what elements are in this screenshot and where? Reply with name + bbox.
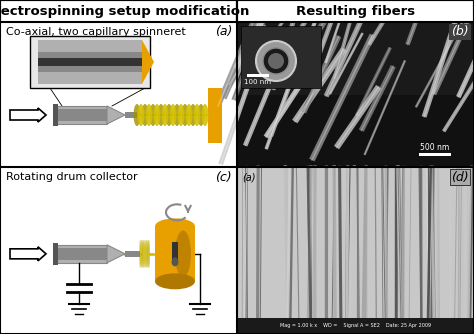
Bar xyxy=(57,248,107,260)
Bar xyxy=(241,26,321,88)
Ellipse shape xyxy=(170,104,176,126)
Bar xyxy=(125,112,137,118)
Text: Resulting fibers: Resulting fibers xyxy=(296,4,415,17)
Text: 100 nm: 100 nm xyxy=(245,79,272,85)
Text: 500 nm: 500 nm xyxy=(420,144,450,153)
Bar xyxy=(53,243,58,265)
Ellipse shape xyxy=(140,240,141,268)
Text: (c): (c) xyxy=(215,170,232,183)
Ellipse shape xyxy=(182,104,189,126)
Bar xyxy=(237,22,474,167)
Bar xyxy=(0,0,237,22)
Ellipse shape xyxy=(143,240,144,268)
Ellipse shape xyxy=(157,104,164,126)
Bar xyxy=(30,36,150,88)
FancyArrow shape xyxy=(10,108,46,122)
Ellipse shape xyxy=(155,273,195,289)
Ellipse shape xyxy=(154,104,161,126)
Bar xyxy=(419,153,451,156)
Ellipse shape xyxy=(149,240,150,268)
Text: (a): (a) xyxy=(242,172,255,182)
Ellipse shape xyxy=(165,104,173,126)
Ellipse shape xyxy=(139,240,140,268)
Text: Co-axial, two capillary spinneret: Co-axial, two capillary spinneret xyxy=(6,27,186,37)
Polygon shape xyxy=(107,245,125,263)
Ellipse shape xyxy=(149,104,156,126)
Polygon shape xyxy=(142,40,154,84)
Bar xyxy=(125,251,140,257)
Ellipse shape xyxy=(172,257,179,266)
Bar xyxy=(57,109,107,121)
Text: Rotating drum collector: Rotating drum collector xyxy=(6,172,137,182)
Text: (b): (b) xyxy=(451,25,469,38)
Ellipse shape xyxy=(201,104,209,126)
Bar xyxy=(237,318,474,334)
Circle shape xyxy=(263,48,289,74)
Ellipse shape xyxy=(145,240,146,268)
Ellipse shape xyxy=(148,240,149,268)
Ellipse shape xyxy=(134,104,140,126)
Ellipse shape xyxy=(146,104,153,126)
Bar xyxy=(38,52,142,72)
Bar xyxy=(237,167,474,334)
Text: Electrospinning setup modification: Electrospinning setup modification xyxy=(0,4,250,17)
Ellipse shape xyxy=(190,104,197,126)
Polygon shape xyxy=(107,106,125,124)
Bar xyxy=(57,245,107,263)
Bar xyxy=(38,58,142,66)
Ellipse shape xyxy=(162,104,168,126)
Bar xyxy=(247,74,269,77)
Ellipse shape xyxy=(141,240,142,268)
Text: (d): (d) xyxy=(451,170,469,183)
Ellipse shape xyxy=(145,240,146,268)
Ellipse shape xyxy=(177,104,184,126)
Bar xyxy=(38,40,142,84)
Bar xyxy=(57,106,107,124)
Text: Mag = 1.00 k x    WD =    Signal A = SE2    Date: 25 Apr 2009: Mag = 1.00 k x WD = Signal A = SE2 Date:… xyxy=(280,324,431,329)
Ellipse shape xyxy=(137,104,145,126)
Ellipse shape xyxy=(144,240,145,268)
Bar xyxy=(237,95,474,167)
Ellipse shape xyxy=(147,240,148,268)
Bar xyxy=(38,72,142,84)
Text: (a): (a) xyxy=(215,25,232,38)
Circle shape xyxy=(268,53,284,69)
Bar xyxy=(172,242,178,262)
Ellipse shape xyxy=(198,104,204,126)
Ellipse shape xyxy=(185,104,192,126)
Ellipse shape xyxy=(155,218,195,234)
Bar xyxy=(53,104,58,126)
Ellipse shape xyxy=(173,104,181,126)
Ellipse shape xyxy=(142,240,143,268)
Ellipse shape xyxy=(141,240,142,268)
Ellipse shape xyxy=(146,240,147,268)
Ellipse shape xyxy=(193,104,201,126)
Ellipse shape xyxy=(143,240,144,268)
Bar xyxy=(38,40,142,52)
Bar xyxy=(208,88,222,143)
Ellipse shape xyxy=(142,104,148,126)
Bar xyxy=(155,226,195,281)
FancyArrow shape xyxy=(10,247,46,261)
Circle shape xyxy=(256,41,296,81)
Ellipse shape xyxy=(175,230,191,277)
Bar xyxy=(237,0,474,22)
